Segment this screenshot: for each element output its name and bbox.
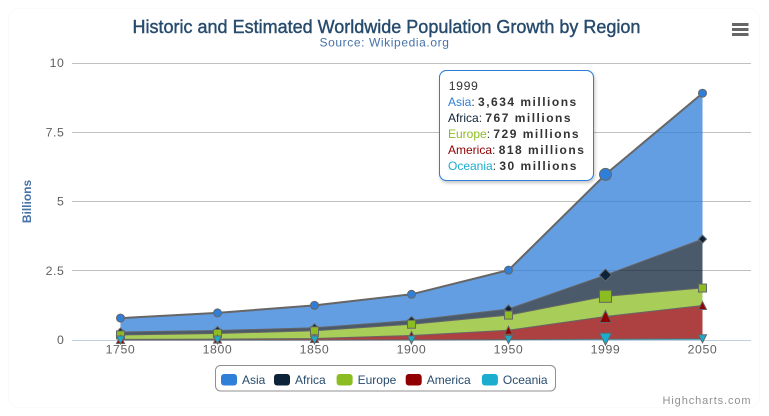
svg-text:Oceania: Oceania <box>503 373 548 387</box>
svg-text:1900: 1900 <box>397 343 427 357</box>
svg-text:Oceania: 30 millions: Oceania: 30 millions <box>448 159 578 173</box>
svg-text:1999: 1999 <box>449 79 479 93</box>
svg-text:Asia: 3,634 millions: Asia: 3,634 millions <box>448 95 578 109</box>
svg-text:Europe: Europe <box>358 373 397 387</box>
svg-text:Africa: Africa <box>295 373 326 387</box>
svg-text:America: 818 millions: America: 818 millions <box>448 143 585 157</box>
svg-text:0: 0 <box>57 333 64 347</box>
svg-text:2050: 2050 <box>688 343 718 357</box>
svg-text:7.5: 7.5 <box>46 125 65 139</box>
svg-text:Source: Wikipedia.org: Source: Wikipedia.org <box>320 36 450 50</box>
svg-text:Asia: Asia <box>242 373 266 387</box>
svg-text:1850: 1850 <box>300 343 330 357</box>
svg-text:Highcharts.com: Highcharts.com <box>662 395 751 407</box>
svg-text:Historic and Estimated Worldwi: Historic and Estimated Worldwide Populat… <box>133 17 641 37</box>
svg-text:Europe: 729 millions: Europe: 729 millions <box>448 127 580 141</box>
svg-text:1800: 1800 <box>203 343 233 357</box>
svg-text:America: America <box>427 373 471 387</box>
svg-text:Africa: 767 millions: Africa: 767 millions <box>448 111 572 125</box>
svg-text:5: 5 <box>57 195 64 209</box>
svg-text:1750: 1750 <box>106 343 136 357</box>
svg-text:Billions: Billions <box>20 180 34 224</box>
svg-text:1999: 1999 <box>591 343 621 357</box>
svg-text:1950: 1950 <box>494 343 524 357</box>
svg-text:2.5: 2.5 <box>46 264 65 278</box>
svg-text:10: 10 <box>50 56 65 70</box>
